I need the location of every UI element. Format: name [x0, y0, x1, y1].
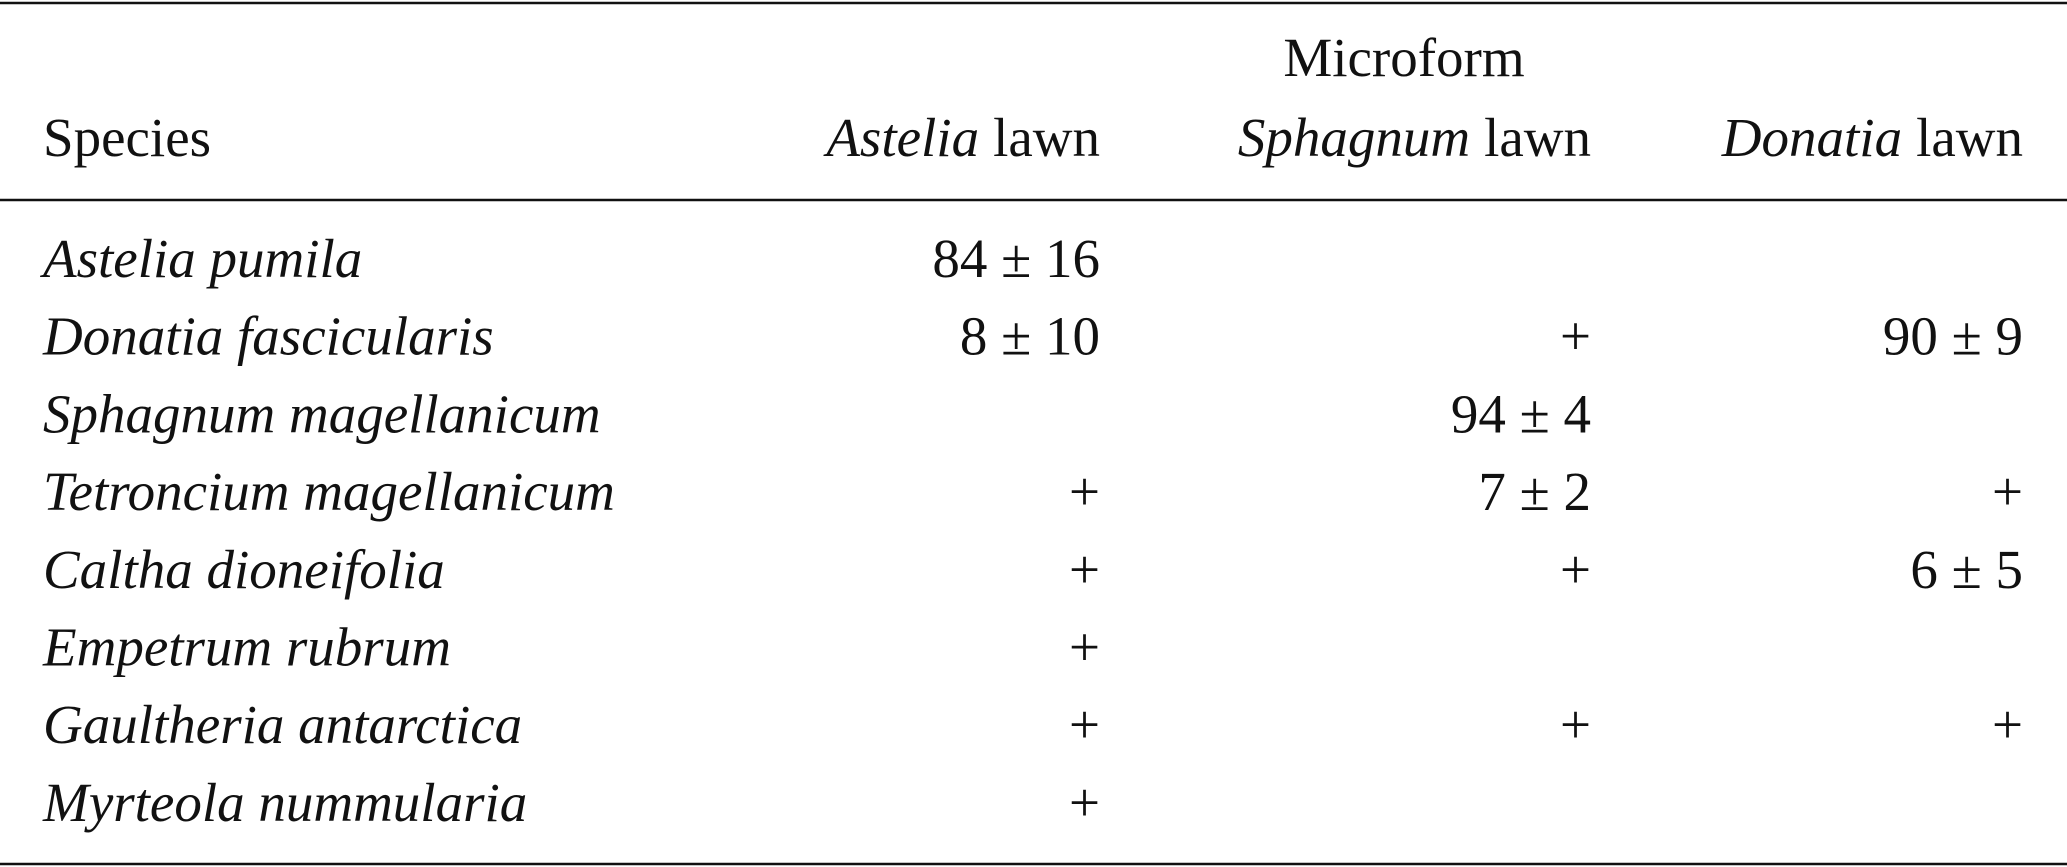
species-name: Gaultheria antarctica [43, 694, 522, 755]
species-name: Tetroncium magellanicum [43, 461, 615, 522]
column-header: Sphagnum lawn [1238, 107, 1591, 168]
cover-value: + [1992, 694, 2023, 755]
cover-value: 90 ± 9 [1883, 306, 2023, 367]
cover-value: + [1069, 461, 1100, 522]
suffix: lawn [1916, 107, 2023, 168]
genus: Sphagnum [1238, 107, 1470, 168]
species-name: Astelia pumila [39, 228, 362, 289]
cover-value: + [1069, 617, 1100, 678]
species-name: Donatia fascicularis [42, 306, 494, 367]
genus: Astelia [822, 107, 979, 168]
cover-value: + [1560, 694, 1591, 755]
species-name: Caltha dioneifolia [43, 539, 445, 600]
cover-value: 6 ± 5 [1910, 539, 2023, 600]
column-header: Astelia lawn [822, 107, 1100, 168]
species-name: Sphagnum magellanicum [43, 383, 601, 444]
suffix: lawn [1484, 107, 1591, 168]
group-header: Microform [1283, 27, 1524, 88]
species-name: Myrteola nummularia [42, 772, 527, 833]
genus: Donatia [1721, 107, 1902, 168]
cover-value: + [1069, 694, 1100, 755]
cover-value: + [1560, 539, 1591, 600]
cover-value: 94 ± 4 [1451, 383, 1591, 444]
cover-value: + [1069, 772, 1100, 833]
cover-value: + [1069, 539, 1100, 600]
column-header: Donatia lawn [1721, 107, 2023, 168]
cover-value: + [1560, 306, 1591, 367]
species-header: Species [43, 107, 211, 168]
species-name: Empetrum rubrum [42, 617, 451, 678]
suffix: lawn [993, 107, 1100, 168]
cover-value: + [1992, 461, 2023, 522]
cover-value: 7 ± 2 [1478, 461, 1591, 522]
cover-value: 84 ± 16 [932, 228, 1100, 289]
cover-value: 8 ± 10 [960, 306, 1100, 367]
